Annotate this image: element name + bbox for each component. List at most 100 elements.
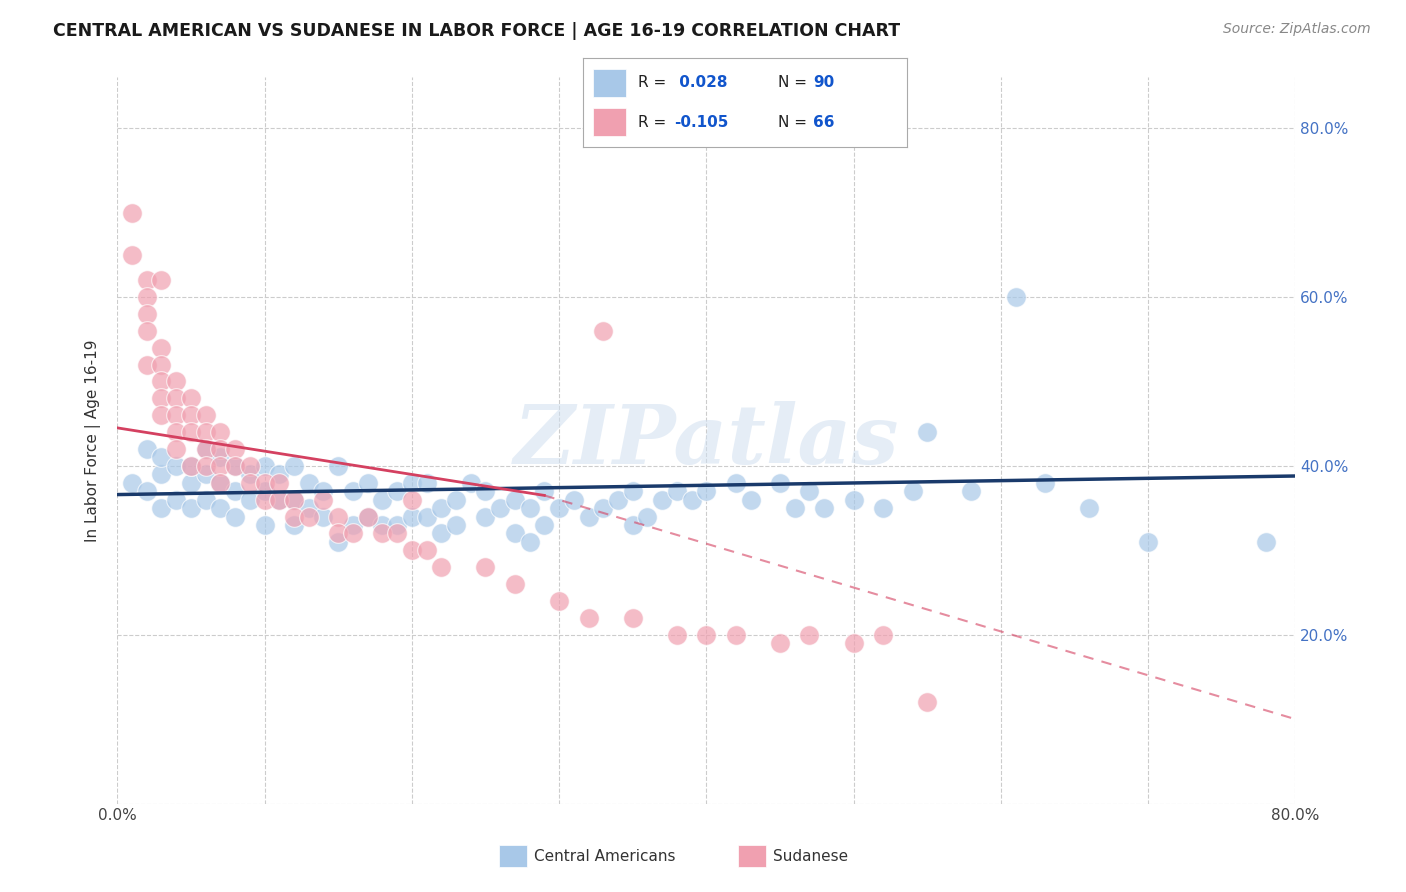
Point xyxy=(917,425,939,439)
Point xyxy=(269,492,291,507)
Point xyxy=(165,408,187,422)
Point xyxy=(769,636,792,650)
Point xyxy=(150,408,173,422)
Point xyxy=(135,484,157,499)
Point xyxy=(224,484,246,499)
Point xyxy=(209,501,232,516)
Point xyxy=(283,492,305,507)
Text: N =: N = xyxy=(778,115,811,129)
Text: 90: 90 xyxy=(813,76,834,90)
Point xyxy=(298,509,321,524)
Text: Source: ZipAtlas.com: Source: ZipAtlas.com xyxy=(1223,22,1371,37)
Point xyxy=(621,518,644,533)
Point xyxy=(548,501,571,516)
Point xyxy=(253,518,276,533)
Point xyxy=(180,408,202,422)
Point xyxy=(592,501,614,516)
Point xyxy=(1254,534,1277,549)
Point xyxy=(180,392,202,406)
Point xyxy=(150,501,173,516)
Point xyxy=(194,442,217,456)
Point xyxy=(401,475,423,490)
Point xyxy=(253,484,276,499)
Point xyxy=(415,509,437,524)
Point xyxy=(503,492,526,507)
Point xyxy=(651,492,673,507)
Point xyxy=(444,518,467,533)
Point xyxy=(503,526,526,541)
Y-axis label: In Labor Force | Age 16-19: In Labor Force | Age 16-19 xyxy=(86,339,101,541)
Point xyxy=(371,492,394,507)
Point xyxy=(194,492,217,507)
Point xyxy=(283,518,305,533)
Text: 0.028: 0.028 xyxy=(673,76,727,90)
Point xyxy=(239,475,262,490)
Point xyxy=(328,534,350,549)
Point xyxy=(209,475,232,490)
Point xyxy=(209,458,232,473)
Point xyxy=(269,467,291,482)
Point xyxy=(312,509,335,524)
Point xyxy=(489,501,512,516)
Text: CENTRAL AMERICAN VS SUDANESE IN LABOR FORCE | AGE 16-19 CORRELATION CHART: CENTRAL AMERICAN VS SUDANESE IN LABOR FO… xyxy=(53,22,901,40)
Point xyxy=(401,543,423,558)
Point xyxy=(621,484,644,499)
Point xyxy=(371,518,394,533)
Point xyxy=(769,475,792,490)
Point xyxy=(533,518,555,533)
Point xyxy=(150,341,173,355)
Point xyxy=(562,492,585,507)
Point xyxy=(533,484,555,499)
Point xyxy=(180,501,202,516)
Point xyxy=(578,611,600,625)
Point xyxy=(239,492,262,507)
Point xyxy=(150,392,173,406)
Point xyxy=(224,458,246,473)
Point xyxy=(474,509,496,524)
Point xyxy=(548,594,571,608)
Point xyxy=(239,467,262,482)
Point xyxy=(165,458,187,473)
Text: 66: 66 xyxy=(813,115,835,129)
Point xyxy=(460,475,482,490)
Point xyxy=(842,492,865,507)
Point xyxy=(385,518,408,533)
Point xyxy=(474,484,496,499)
Point xyxy=(328,509,350,524)
Point xyxy=(283,492,305,507)
Point xyxy=(519,501,541,516)
Point xyxy=(401,509,423,524)
Text: R =: R = xyxy=(638,115,672,129)
Point xyxy=(401,492,423,507)
Point xyxy=(150,375,173,389)
Point xyxy=(135,358,157,372)
Point xyxy=(312,492,335,507)
Text: N =: N = xyxy=(778,76,811,90)
Point xyxy=(165,425,187,439)
Point xyxy=(224,458,246,473)
Point xyxy=(239,458,262,473)
Point xyxy=(150,467,173,482)
Point xyxy=(783,501,806,516)
Point xyxy=(356,509,378,524)
Point xyxy=(194,467,217,482)
Point xyxy=(180,425,202,439)
Point xyxy=(1137,534,1160,549)
Point xyxy=(813,501,835,516)
Point xyxy=(253,475,276,490)
Point xyxy=(960,484,983,499)
Point xyxy=(872,628,894,642)
Text: ZIPatlas: ZIPatlas xyxy=(513,401,898,481)
Point xyxy=(312,484,335,499)
Point xyxy=(209,425,232,439)
Point xyxy=(194,442,217,456)
Point xyxy=(724,475,747,490)
Point xyxy=(180,458,202,473)
Point xyxy=(636,509,658,524)
Point xyxy=(695,484,717,499)
Bar xyxy=(593,108,626,136)
Point xyxy=(150,273,173,287)
Point xyxy=(224,509,246,524)
Point xyxy=(592,324,614,338)
Point xyxy=(740,492,762,507)
